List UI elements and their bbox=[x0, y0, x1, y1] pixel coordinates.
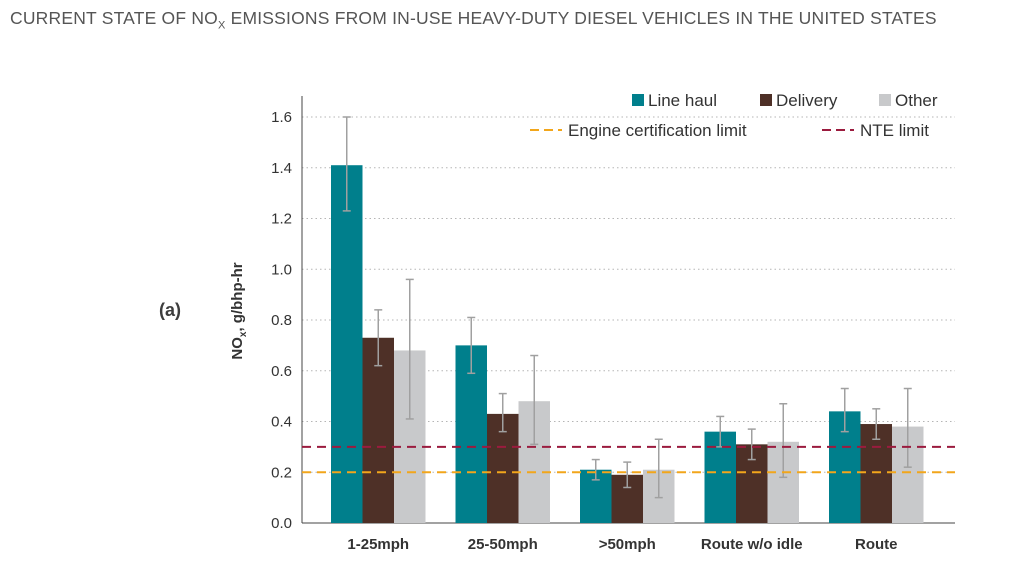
y-tick-label: 1.2 bbox=[271, 211, 292, 228]
legend-swatch bbox=[632, 94, 644, 106]
legend-label: Line haul bbox=[648, 91, 717, 110]
y-axis-label: NOx, g/bhp-hr bbox=[229, 262, 249, 359]
bar-delivery bbox=[362, 337, 394, 523]
legend-label: NTE limit bbox=[860, 121, 929, 140]
y-tick-label: 0.6 bbox=[271, 363, 292, 380]
legend-swatch bbox=[879, 94, 891, 106]
x-category-label: 1-25mph bbox=[347, 536, 409, 553]
bar-delivery bbox=[860, 424, 892, 523]
title-subscript: X bbox=[217, 19, 226, 32]
title-prefix: CURRENT STATE OF NO bbox=[10, 8, 218, 28]
x-category-label: 25-50mph bbox=[468, 536, 538, 553]
x-category-label: Route bbox=[855, 536, 898, 553]
x-category-label: >50mph bbox=[599, 536, 656, 553]
page-title: CURRENT STATE OF NOX EMISSIONS FROM IN-U… bbox=[10, 8, 937, 32]
y-tick-label: 1.4 bbox=[271, 160, 292, 177]
panel-label: (a) bbox=[159, 300, 181, 320]
y-tick-label: 0.4 bbox=[271, 414, 292, 431]
y-tick-label: 0.8 bbox=[271, 312, 292, 329]
y-tick-label: 0.0 bbox=[271, 515, 292, 532]
legend-swatch bbox=[760, 94, 772, 106]
bar-line-haul bbox=[455, 345, 487, 523]
y-axis-label-sub: x bbox=[238, 331, 249, 337]
y-tick-label: 0.2 bbox=[271, 464, 292, 481]
y-tick-label: 1.6 bbox=[271, 109, 292, 126]
legend-label: Engine certification limit bbox=[568, 121, 747, 140]
x-category-label: Route w/o idle bbox=[701, 536, 803, 553]
y-axis-label-rest: , g/bhp-hr bbox=[229, 262, 246, 331]
y-tick-label: 1.0 bbox=[271, 261, 292, 278]
legend-label: Delivery bbox=[776, 91, 838, 110]
legend-label: Other bbox=[895, 91, 938, 110]
y-axis-label-main: NO bbox=[229, 337, 246, 360]
title-suffix: EMISSIONS FROM IN-USE HEAVY-DUTY DIESEL … bbox=[225, 8, 937, 28]
bar-line-haul bbox=[331, 165, 363, 523]
